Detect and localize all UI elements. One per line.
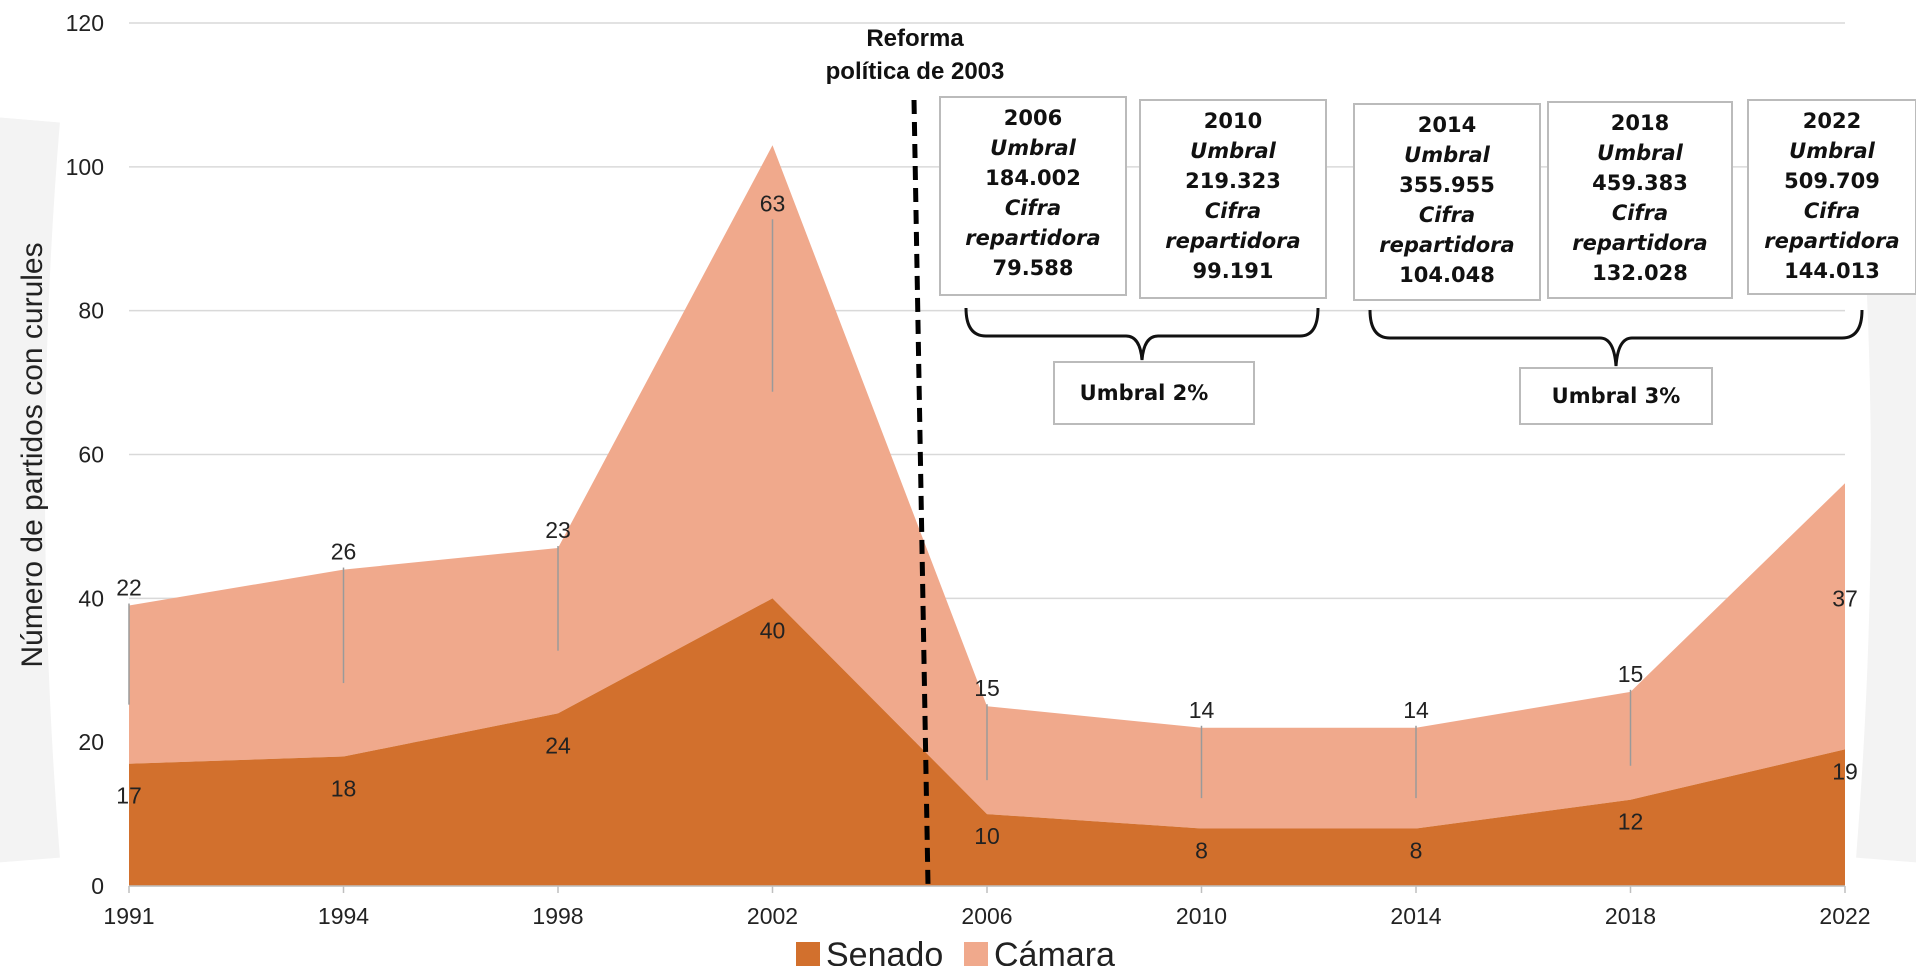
threshold-box-text: repartidora	[965, 226, 1100, 250]
y-tick-label: 20	[78, 729, 104, 755]
brace-umbral-2	[964, 307, 1320, 361]
reform-label-line2: política de 2003	[826, 58, 1005, 85]
y-tick-label: 60	[78, 442, 104, 468]
data-label-camara: 15	[1618, 661, 1644, 687]
threshold-box-text: Cifra	[1804, 199, 1860, 223]
area-series	[129, 145, 1845, 886]
area-camara	[129, 145, 1845, 829]
threshold-boxes: 2006Umbral184.002Cifrarepartidora79.5882…	[939, 96, 1916, 301]
threshold-box-text: repartidora	[1379, 233, 1514, 257]
threshold-box-text: 132.028	[1592, 261, 1688, 285]
data-label-senado: 10	[974, 823, 1000, 849]
legend-swatch-camara	[964, 942, 988, 966]
threshold-box-text: Umbral	[1190, 139, 1276, 163]
x-tick-label: 2022	[1819, 903, 1870, 929]
label-leader-lines	[128, 219, 1632, 799]
brace-umbral-3	[1368, 309, 1864, 367]
threshold-box-text: 79.588	[992, 256, 1073, 280]
y-tick-label: 100	[66, 154, 104, 180]
y-axis-title: Número de partidos con curules	[16, 242, 49, 667]
threshold-box-2006: 2006 Umbral 184.002 Cifra repartidora 79.588	[939, 96, 1127, 296]
threshold-box-text: 2014	[1418, 113, 1476, 137]
data-label-senado: 17	[116, 783, 142, 809]
x-tick-label: 1994	[318, 903, 369, 929]
legend-swatch-senado	[796, 942, 820, 966]
y-tick-label: 0	[91, 873, 104, 899]
threshold-box-text: 104.048	[1399, 263, 1495, 287]
threshold-box-text: repartidora	[1572, 231, 1707, 255]
group-box-umbral-2: Umbral 2%	[1053, 361, 1255, 425]
data-label-senado: 8	[1195, 837, 1208, 863]
x-tick-label: 2014	[1390, 903, 1441, 929]
threshold-box-text: Cifra	[1419, 203, 1475, 227]
threshold-box-text: 184.002	[985, 166, 1081, 190]
legend-label-senado: Senado	[826, 936, 943, 966]
threshold-box-text: Umbral	[1597, 141, 1683, 165]
threshold-box-text: 2018	[1611, 111, 1669, 135]
data-label-senado: 19	[1832, 758, 1858, 784]
data-label-senado: 12	[1618, 809, 1644, 835]
threshold-box-text: 99.191	[1192, 259, 1273, 283]
threshold-box-text: 144.013	[1784, 259, 1880, 283]
threshold-box-text: 2010	[1204, 109, 1262, 133]
x-tick-label: 2018	[1605, 903, 1656, 929]
threshold-box-text: 2006	[1004, 106, 1062, 130]
group-label-umbral-3: Umbral 3%	[1552, 384, 1681, 408]
data-label-camara: 14	[1189, 697, 1215, 723]
threshold-box-2022: 2022 Umbral 509.709 Cifra repartidora 144.013	[1747, 99, 1916, 295]
threshold-box-text: 219.323	[1185, 169, 1281, 193]
data-label-senado: 40	[760, 617, 786, 643]
data-label-senado: 18	[331, 776, 357, 802]
y-tick-label: 80	[78, 298, 104, 324]
data-label-camara: 26	[331, 539, 357, 565]
data-label-camara: 15	[974, 675, 1000, 701]
threshold-box-text: Umbral	[1404, 143, 1490, 167]
x-tick-label: 2010	[1176, 903, 1227, 929]
threshold-box-2018: 2018 Umbral 459.383 Cifra repartidora 132.028	[1547, 101, 1733, 299]
data-label-camara: 22	[116, 575, 142, 601]
data-label-senado: 24	[545, 732, 571, 758]
data-label-senado: 8	[1410, 837, 1423, 863]
x-tick-label: 1991	[103, 903, 154, 929]
data-label-camara: 63	[760, 190, 786, 216]
y-tick-label: 120	[66, 10, 104, 36]
threshold-box-text: repartidora	[1764, 229, 1899, 253]
threshold-box-text: 459.383	[1592, 171, 1688, 195]
threshold-box-text: 509.709	[1784, 169, 1880, 193]
x-tick-label: 2006	[961, 903, 1012, 929]
threshold-box-text: 355.955	[1399, 173, 1495, 197]
data-label-camara: 23	[545, 517, 571, 543]
legend: Senado Cámara	[796, 936, 1115, 966]
threshold-box-text: Cifra	[1005, 196, 1061, 220]
threshold-box-text: Cifra	[1612, 201, 1668, 225]
group-label-umbral-2: Umbral 2%	[1080, 381, 1209, 405]
area-senado	[129, 598, 1845, 886]
legend-label-camara: Cámara	[994, 936, 1115, 966]
reform-label-line1: Reforma	[866, 25, 964, 52]
threshold-box-text: Umbral	[990, 136, 1076, 160]
group-box-umbral-3: Umbral 3%	[1519, 367, 1713, 425]
y-tick-label: 40	[78, 585, 104, 611]
threshold-box-text: repartidora	[1165, 229, 1300, 253]
threshold-box-text: Umbral	[1789, 139, 1875, 163]
data-labels: 17 22 18 26 24 23 40 63 10 15 8 14 8 14 12 15 19 37	[116, 190, 1858, 863]
threshold-box-2014: 2014 Umbral 355.955 Cifra repartidora 104.048	[1353, 103, 1541, 301]
threshold-box-2010: 2010 Umbral 219.323 Cifra repartidora 99.191	[1139, 99, 1327, 299]
x-tick-label: 2002	[747, 903, 798, 929]
threshold-box-text: Cifra	[1205, 199, 1261, 223]
x-tick-label: 1998	[532, 903, 583, 929]
data-label-camara: 14	[1403, 697, 1429, 723]
data-label-camara: 37	[1832, 585, 1858, 611]
threshold-box-text: 2022	[1803, 109, 1861, 133]
